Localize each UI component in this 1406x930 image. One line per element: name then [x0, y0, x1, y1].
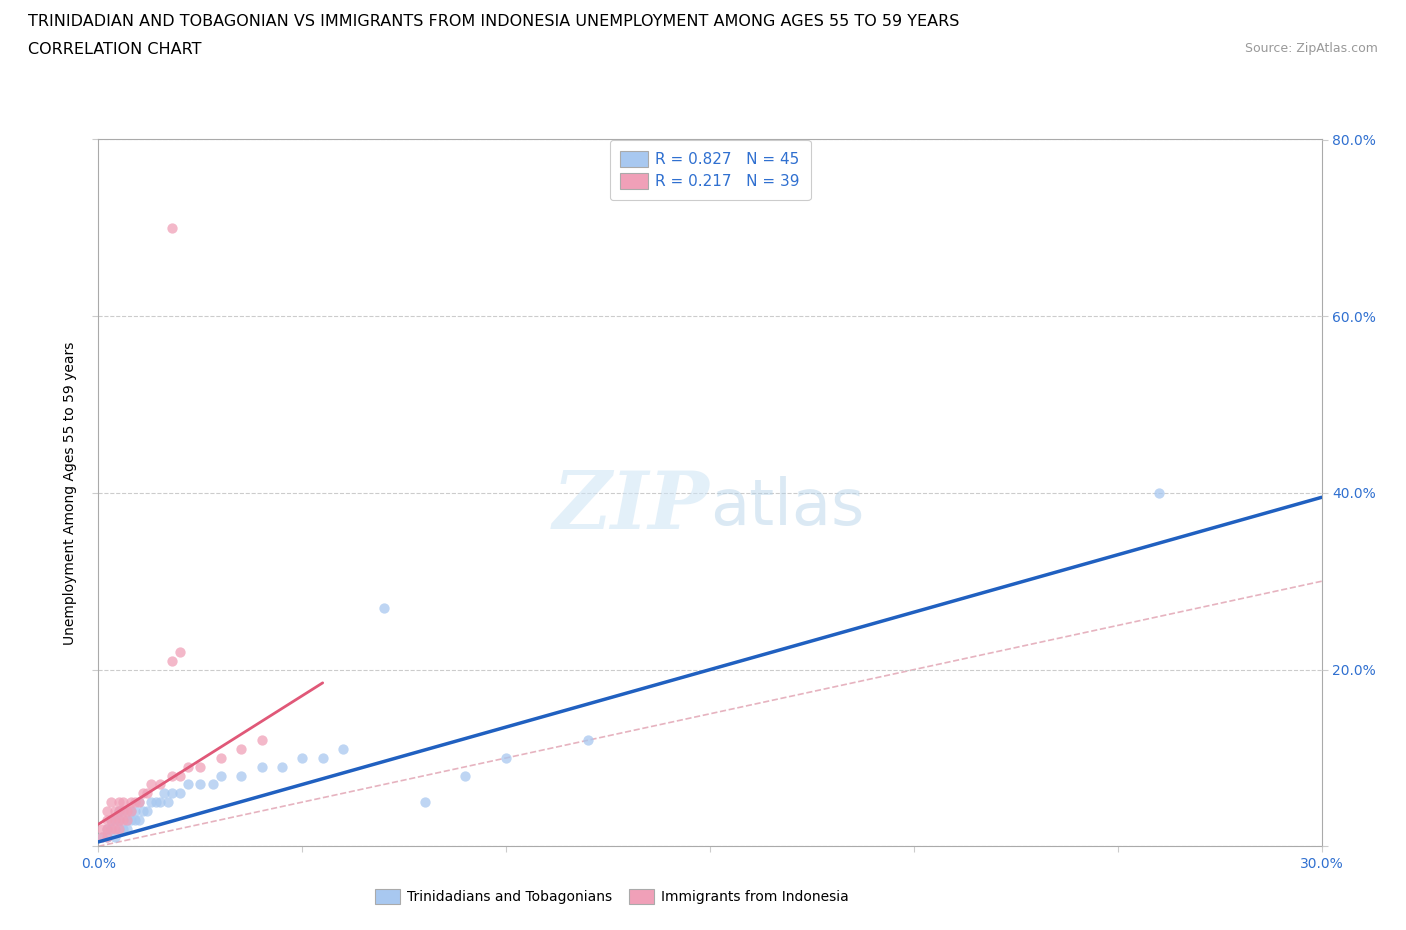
Point	[91, 830, 114, 845]
Point	[124, 794, 146, 809]
Point	[128, 813, 150, 828]
Point	[100, 821, 122, 836]
Text: TRINIDADIAN AND TOBAGONIAN VS IMMIGRANTS FROM INDONESIA UNEMPLOYMENT AMONG AGES : TRINIDADIAN AND TOBAGONIAN VS IMMIGRANTS…	[28, 14, 959, 29]
Point	[100, 794, 122, 809]
Point	[136, 786, 159, 801]
Point	[111, 813, 134, 828]
Point	[160, 768, 183, 783]
Point	[231, 742, 253, 757]
Point	[312, 751, 335, 765]
Point	[108, 804, 131, 818]
Point	[96, 804, 118, 818]
Point	[115, 821, 138, 836]
Point	[104, 804, 127, 818]
Point	[104, 830, 127, 845]
Point	[169, 644, 191, 659]
Point	[160, 653, 183, 668]
Point	[413, 794, 436, 809]
Point	[115, 813, 138, 828]
Point	[576, 733, 599, 748]
Point	[177, 777, 200, 792]
Point	[209, 768, 232, 783]
Point	[100, 813, 122, 828]
Legend: Trinidadians and Tobagonians, Immigrants from Indonesia: Trinidadians and Tobagonians, Immigrants…	[370, 884, 855, 910]
Point	[250, 733, 273, 748]
Point	[108, 813, 131, 828]
Point	[104, 813, 127, 828]
Point	[169, 786, 191, 801]
Text: Source: ZipAtlas.com: Source: ZipAtlas.com	[1244, 42, 1378, 55]
Point	[100, 821, 122, 836]
Point	[160, 786, 183, 801]
Point	[124, 804, 146, 818]
Point	[96, 813, 118, 828]
Point	[373, 601, 395, 616]
Point	[96, 830, 118, 845]
Point	[291, 751, 314, 765]
Point	[231, 768, 253, 783]
Point	[145, 794, 167, 809]
Point	[156, 794, 179, 809]
Point	[128, 794, 150, 809]
Point	[104, 821, 127, 836]
Point	[96, 821, 118, 836]
Point	[332, 742, 354, 757]
Y-axis label: Unemployment Among Ages 55 to 59 years: Unemployment Among Ages 55 to 59 years	[63, 341, 77, 644]
Point	[96, 821, 118, 836]
Point	[91, 830, 114, 845]
Point	[108, 821, 131, 836]
Point	[160, 220, 183, 235]
Point	[111, 804, 134, 818]
Point	[132, 786, 155, 801]
Point	[270, 759, 294, 774]
Point	[132, 804, 155, 818]
Point	[209, 751, 232, 765]
Point	[136, 804, 159, 818]
Point	[454, 768, 477, 783]
Point	[111, 821, 134, 836]
Point	[120, 804, 142, 818]
Point	[149, 777, 172, 792]
Point	[124, 813, 146, 828]
Point	[250, 759, 273, 774]
Point	[188, 777, 212, 792]
Point	[169, 768, 191, 783]
Text: ZIP: ZIP	[553, 469, 710, 546]
Point	[108, 804, 131, 818]
Point	[115, 804, 138, 818]
Point	[149, 794, 172, 809]
Point	[141, 777, 163, 792]
Point	[201, 777, 224, 792]
Point	[108, 813, 131, 828]
Point	[91, 821, 114, 836]
Point	[104, 813, 127, 828]
Point	[120, 804, 142, 818]
Point	[128, 794, 150, 809]
Point	[1147, 485, 1170, 500]
Text: atlas: atlas	[710, 476, 865, 538]
Point	[177, 759, 200, 774]
Point	[495, 751, 517, 765]
Point	[120, 794, 142, 809]
Point	[96, 830, 118, 845]
Point	[111, 794, 134, 809]
Point	[120, 813, 142, 828]
Point	[188, 759, 212, 774]
Point	[111, 804, 134, 818]
Point	[108, 794, 131, 809]
Point	[152, 786, 174, 801]
Text: CORRELATION CHART: CORRELATION CHART	[28, 42, 201, 57]
Point	[115, 813, 138, 828]
Point	[141, 794, 163, 809]
Point	[108, 821, 131, 836]
Point	[100, 813, 122, 828]
